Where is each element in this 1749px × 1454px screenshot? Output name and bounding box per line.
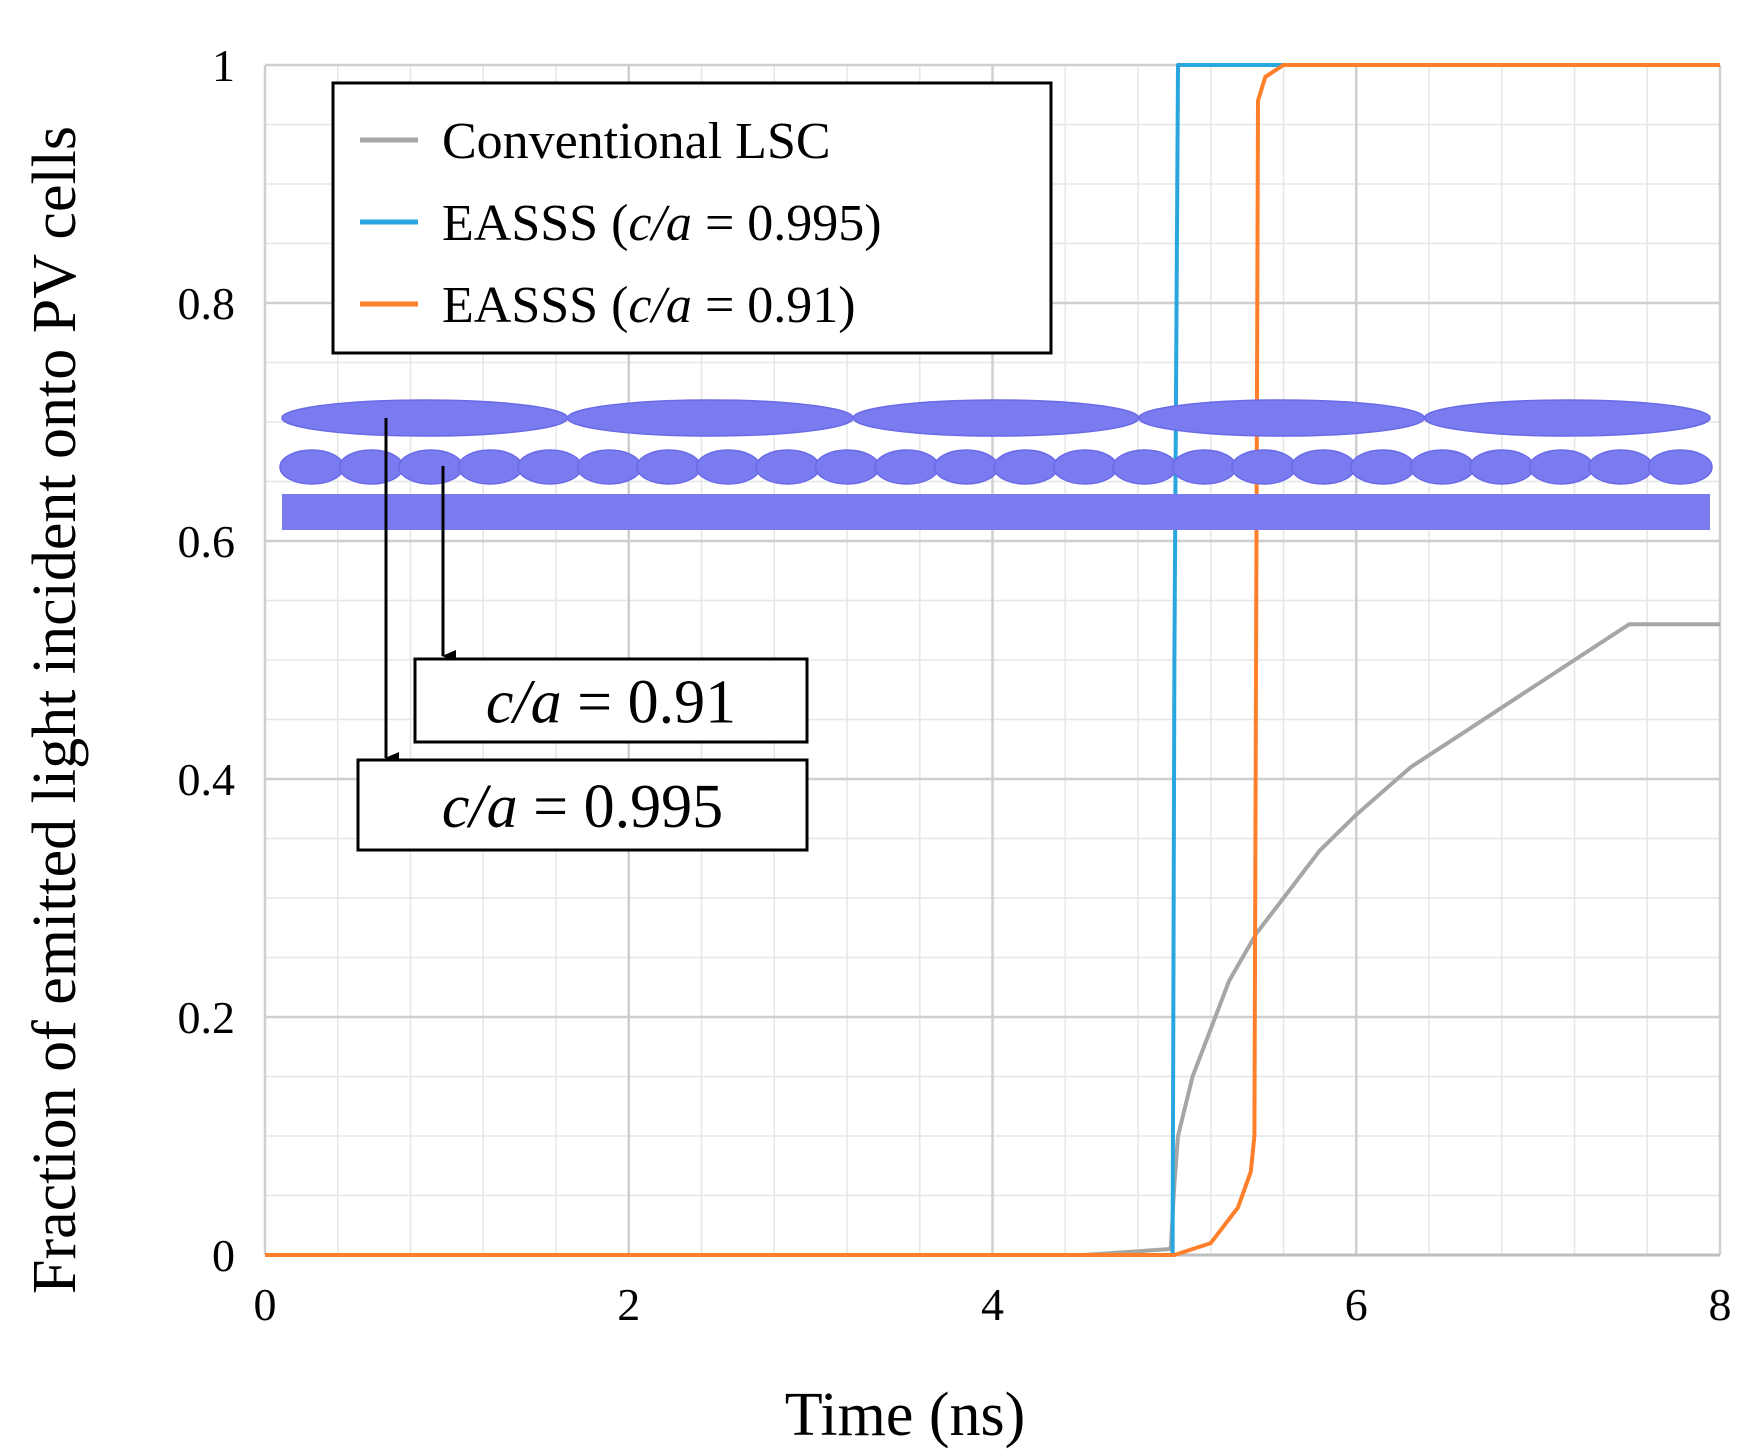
small-ellipse bbox=[1231, 449, 1297, 485]
legend-label: EASSS (c/a = 0.995) bbox=[442, 195, 882, 252]
annotations: c/a = 0.91 c/a = 0.995 bbox=[356, 418, 809, 852]
x-tick-label: 8 bbox=[1709, 1279, 1732, 1330]
y-tick-label: 0.6 bbox=[178, 516, 236, 567]
small-ellipse bbox=[993, 449, 1059, 485]
small-ellipse bbox=[279, 449, 345, 485]
x-tick-label: 4 bbox=[981, 1279, 1004, 1330]
x-tick-label: 2 bbox=[617, 1279, 640, 1330]
annotation-label: c/a = 0.91 bbox=[486, 669, 736, 737]
large-ellipse bbox=[281, 399, 569, 437]
small-ellipse bbox=[1469, 449, 1535, 485]
small-ellipse bbox=[1588, 449, 1654, 485]
y-axis-title: Fraction of emitted light incident onto … bbox=[21, 126, 89, 1294]
legend-box bbox=[331, 81, 1053, 355]
x-axis-title: Time (ns) bbox=[785, 1381, 1026, 1449]
legend: Conventional LSC EASSS (c/a = 0.995) EASSS… bbox=[331, 81, 1053, 355]
large-ellipse bbox=[1138, 399, 1426, 437]
y-tick-label: 0.2 bbox=[178, 992, 236, 1043]
annotation-box bbox=[413, 657, 809, 744]
small-ellipse bbox=[398, 449, 464, 485]
y-tick-label: 0.8 bbox=[178, 278, 236, 329]
small-ellipse bbox=[1171, 449, 1237, 485]
small-ellipse bbox=[1647, 449, 1713, 485]
small-ellipse bbox=[1350, 449, 1416, 485]
x-tick-label: 6 bbox=[1345, 1279, 1368, 1330]
large-ellipse bbox=[852, 399, 1140, 437]
substrate-layer bbox=[282, 494, 1710, 530]
small-ellipse bbox=[695, 449, 761, 485]
small-ellipse bbox=[517, 449, 583, 485]
small-ellipse bbox=[1528, 449, 1594, 485]
y-tick-labels: 0 0.2 0.4 0.6 0.8 1 bbox=[178, 40, 236, 1281]
small-ellipse bbox=[874, 449, 940, 485]
y-tick-label: 0.4 bbox=[178, 754, 236, 805]
small-ellipse bbox=[933, 449, 999, 485]
x-tick-labels: 0 2 4 6 8 bbox=[254, 1279, 1732, 1330]
y-tick-label: 1 bbox=[212, 40, 235, 91]
annotation-box bbox=[356, 758, 809, 852]
small-ellipse bbox=[1290, 449, 1356, 485]
series-layer bbox=[265, 63, 1720, 1257]
small-ellipse bbox=[1112, 449, 1178, 485]
small-ellipse bbox=[636, 449, 702, 485]
small-ellipse bbox=[1052, 449, 1118, 485]
small-ellipse bbox=[457, 449, 523, 485]
large-ellipse bbox=[566, 399, 854, 437]
small-ellipse bbox=[755, 449, 821, 485]
small-ellipse bbox=[338, 449, 404, 485]
small-ellipse bbox=[1409, 449, 1475, 485]
x-tick-label: 0 bbox=[254, 1279, 277, 1330]
series-line bbox=[265, 63, 1720, 1257]
small-ellipse bbox=[814, 449, 880, 485]
y-tick-label: 0 bbox=[212, 1230, 235, 1281]
legend-label: Conventional LSC bbox=[442, 113, 831, 170]
small-ellipse bbox=[576, 449, 642, 485]
legend-label: EASSS (c/a = 0.91) bbox=[442, 277, 856, 334]
annotation-label: c/a = 0.995 bbox=[442, 773, 723, 841]
structure-inset bbox=[279, 399, 1713, 530]
large-ellipse bbox=[1423, 399, 1711, 437]
